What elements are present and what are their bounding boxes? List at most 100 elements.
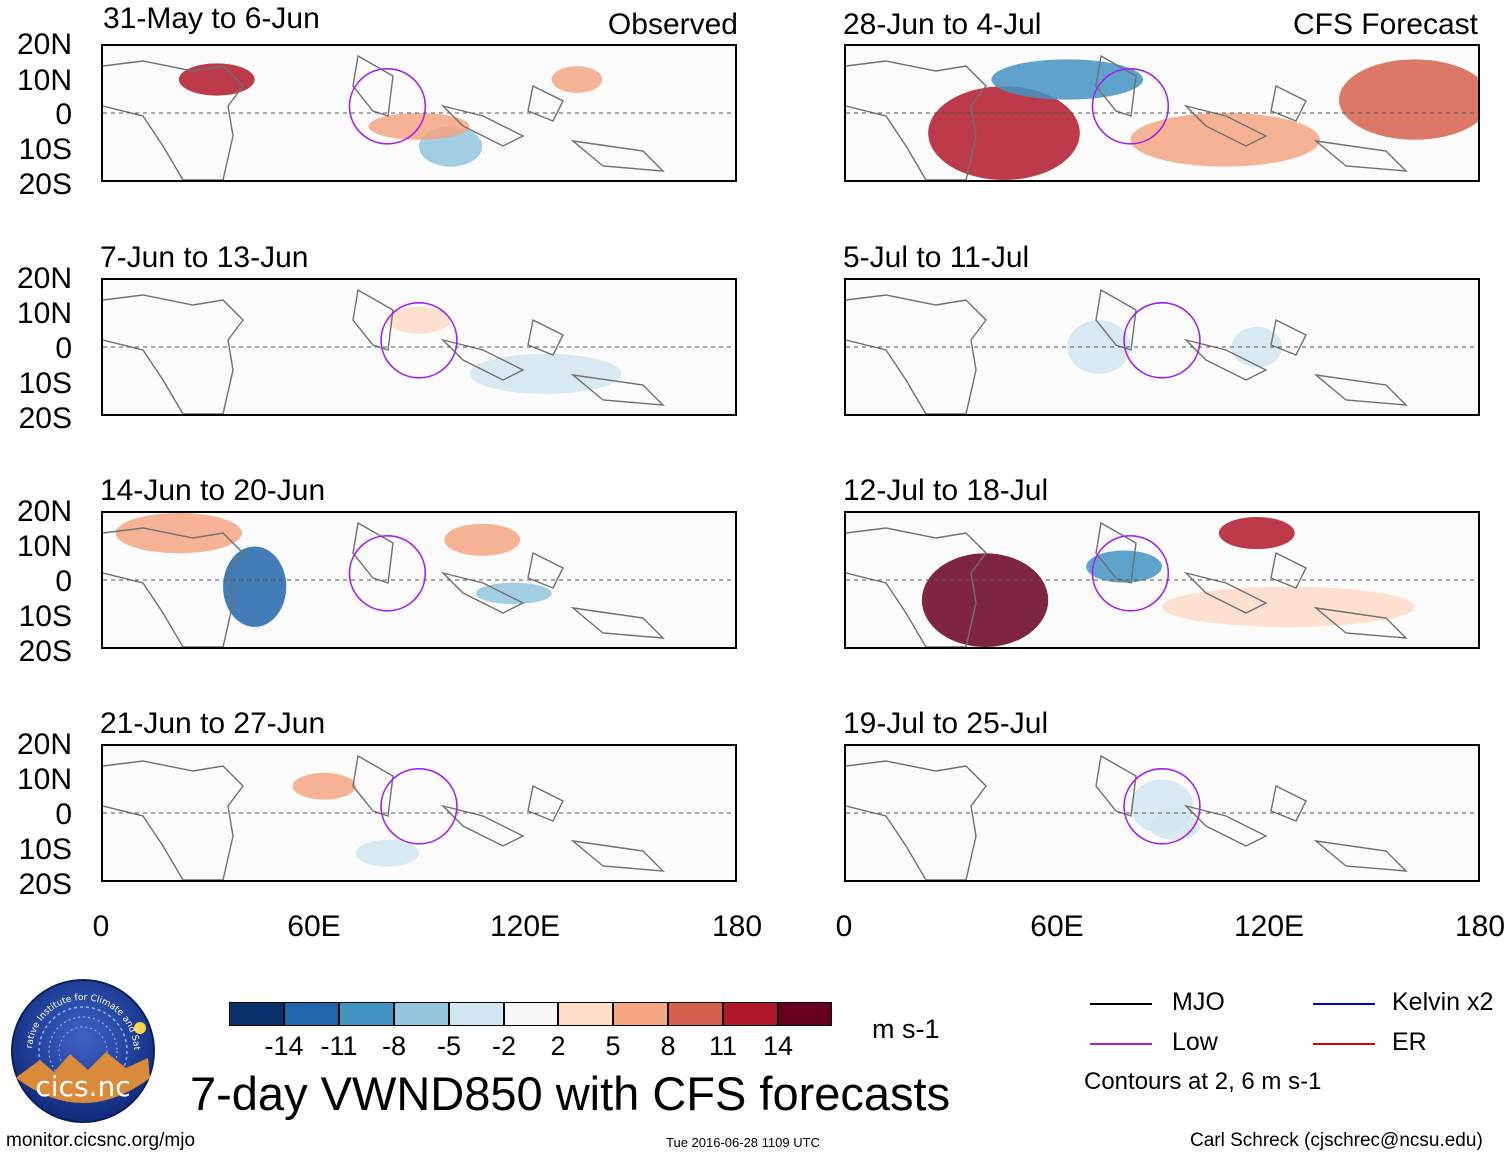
lat-tick: 10S <box>18 367 72 400</box>
panel-title: 31-May to 6-Jun <box>103 2 320 35</box>
map-svg <box>103 288 735 414</box>
anomaly-shading <box>1130 113 1320 167</box>
coastline <box>1095 54 1137 117</box>
anomaly-shading <box>1067 320 1131 374</box>
legend-label: Low <box>1172 1028 1218 1056</box>
panel-title: 21-Jun to 27-Jun <box>100 707 326 740</box>
colorbar-box <box>504 1002 558 1026</box>
legend-swatch <box>1313 1003 1375 1005</box>
panel-title: 19-Jul to 25-Jul <box>843 707 1049 740</box>
wave-contour <box>348 67 427 145</box>
contours-note: Contours at 2, 6 m s-1 <box>1084 1068 1322 1095</box>
map-svg <box>846 54 1478 180</box>
map-panel <box>101 278 737 416</box>
wave-contour <box>380 301 458 379</box>
coastline <box>1313 373 1408 406</box>
map-panel <box>101 744 737 882</box>
anomaly-shading <box>115 513 243 554</box>
lat-tick: 20N <box>16 495 72 528</box>
coastline <box>1313 606 1408 639</box>
wave-contour <box>1091 67 1170 145</box>
lat-tick: 20S <box>18 868 72 901</box>
map-panel <box>844 278 1480 416</box>
legend-label: MJO <box>1172 988 1225 1016</box>
anomaly-shading <box>387 306 451 334</box>
anomaly-shading <box>1218 517 1295 550</box>
legend-swatch <box>1090 1043 1152 1045</box>
coastline <box>352 754 394 817</box>
coastline <box>103 60 244 180</box>
lat-tick: 10S <box>18 833 72 866</box>
anomaly-shading <box>444 523 521 556</box>
lon-tick: 60E <box>1030 910 1084 943</box>
wave-contour <box>1091 534 1170 612</box>
coastline <box>440 804 525 847</box>
legend-label: ER <box>1392 1028 1427 1056</box>
anomaly-shading <box>991 59 1144 100</box>
coastline <box>570 839 665 872</box>
footer-url[interactable]: monitor.cicsnc.org/mjo <box>6 1130 196 1151</box>
lat-tick: 10N <box>16 64 72 97</box>
coastline <box>440 104 525 147</box>
coastline <box>846 760 987 880</box>
anomaly-shading <box>1162 586 1415 627</box>
colorbar-box <box>339 1002 394 1026</box>
logo-text: cics.nc <box>35 1070 130 1103</box>
coastline <box>440 571 525 614</box>
wave-contour <box>348 534 427 612</box>
map-svg <box>103 513 735 647</box>
lon-tick: 60E <box>287 910 341 943</box>
coastline <box>1095 754 1137 817</box>
anomaly-shading <box>551 66 603 93</box>
colorbar-box <box>394 1002 449 1026</box>
lat-tick: 10N <box>16 297 72 330</box>
footer-credit: Carl Schreck (cjschrec@ncsu.edu) <box>1190 1130 1483 1151</box>
lat-tick: 0 <box>55 332 72 365</box>
panel-title: 7-Jun to 13-Jun <box>100 241 309 274</box>
observed-label: Observed <box>607 8 738 41</box>
colorbar-label: -5 <box>436 1031 461 1061</box>
wave-contour <box>380 767 458 845</box>
colorbar-box <box>613 1002 668 1026</box>
colorbar-label: 8 <box>660 1031 676 1061</box>
panel-title: 28-Jun to 4-Jul <box>843 8 1042 41</box>
anomaly-shading <box>292 772 356 800</box>
anomaly-shading <box>921 553 1049 647</box>
anomaly-shading <box>1338 59 1478 140</box>
lat-tick: 0 <box>55 565 72 598</box>
coastline <box>570 606 665 639</box>
colorbar-label: -8 <box>381 1031 406 1061</box>
panel-title: 12-Jul to 18-Jul <box>843 474 1049 507</box>
colorbar-box <box>229 1002 284 1026</box>
colorbar-label: -2 <box>491 1031 516 1061</box>
coastline <box>570 373 665 406</box>
lat-tick: 20N <box>16 262 72 295</box>
coastline <box>1095 521 1137 584</box>
anomaly-shading <box>475 582 552 605</box>
colorbar-units: m s-1 <box>872 1014 940 1044</box>
coastline <box>1183 804 1268 847</box>
map-panel <box>101 511 737 649</box>
coastline <box>352 54 394 117</box>
coastline <box>846 294 987 414</box>
cics-logo: Cooperative Institute for Climate and Sa… <box>7 971 156 1124</box>
forecast-label: CFS Forecast <box>1292 8 1478 41</box>
map-panel <box>844 511 1480 649</box>
colorbar-label: 11 <box>708 1031 738 1061</box>
map-panel <box>101 44 737 182</box>
coastline <box>103 760 244 880</box>
colorbar-box <box>778 1002 832 1026</box>
coastline <box>103 294 244 414</box>
lat-tick: 20N <box>16 728 72 761</box>
coastline <box>1313 839 1408 872</box>
panel-title: 14-Jun to 20-Jun <box>100 474 326 507</box>
lon-tick: 0 <box>92 910 110 943</box>
coastline <box>1270 318 1307 356</box>
lon-tick: 180 <box>1454 910 1506 943</box>
colorbar-label: -11 <box>320 1031 358 1061</box>
legend-swatch <box>1090 1003 1152 1005</box>
map-svg <box>103 754 735 880</box>
lat-tick: 10N <box>16 763 72 796</box>
colorbar-label: 2 <box>550 1031 566 1061</box>
footer-timestamp: Tue 2016-06-28 1109 UTC <box>666 1135 820 1150</box>
